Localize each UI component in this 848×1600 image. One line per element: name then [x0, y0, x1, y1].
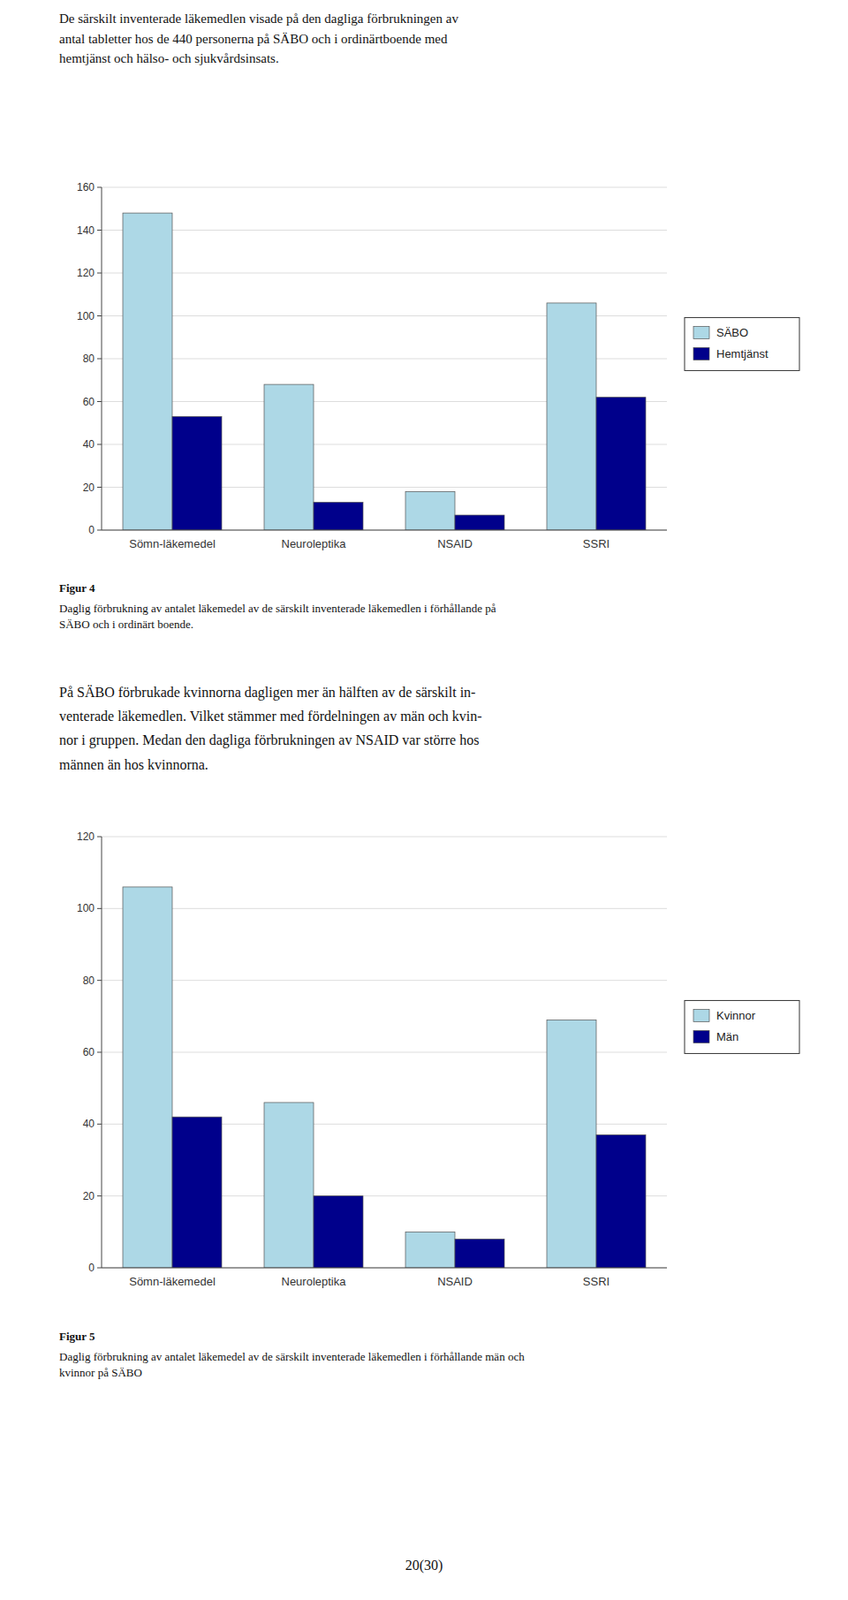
bar	[172, 416, 222, 530]
bar	[264, 1102, 314, 1268]
legend-label: Män	[716, 1029, 739, 1044]
grid-line	[101, 908, 667, 909]
figure-caption-title: Figur 5	[59, 1329, 823, 1345]
bars	[122, 886, 646, 1268]
grid-line	[101, 272, 667, 274]
tick-label: 20	[83, 1189, 96, 1203]
paragraph: Daglig förbrukning av antalet läkemedel …	[59, 1348, 823, 1381]
bar	[313, 501, 364, 530]
tick-label: 40	[83, 438, 96, 451]
grid-line	[101, 187, 667, 189]
bar-chart: 0 20 40 60 80 100 120 140 160 Sömn-läkemedel Neuro…	[59, 176, 823, 566]
tick-label: 120	[76, 830, 95, 843]
bar	[122, 886, 173, 1268]
legend-label: Hemtjänst	[716, 347, 769, 361]
tick-mark	[97, 272, 102, 274]
tick-label: 120	[76, 266, 95, 280]
legend-swatch	[693, 1008, 710, 1022]
category-label: SSRI	[583, 1274, 610, 1288]
category-label: Sömn-läkemedel	[128, 1274, 216, 1288]
tick-mark	[97, 187, 102, 189]
tick-label: 20	[83, 481, 96, 494]
bar	[172, 1116, 222, 1268]
tick-label: 0	[88, 523, 95, 537]
legend-swatch	[693, 325, 710, 339]
paragraph: Daglig förbrukning av antalet läkemedel …	[59, 600, 823, 633]
tick-mark	[97, 1195, 102, 1197]
grid-line	[101, 530, 667, 531]
tick-label: 100	[76, 310, 95, 323]
tick-label: 60	[83, 1045, 96, 1059]
tick-mark	[97, 401, 102, 402]
category-label: Neuroleptika	[281, 537, 348, 551]
tick-label: 40	[83, 1117, 96, 1130]
tick-mark	[97, 444, 102, 446]
bar	[405, 491, 455, 530]
category-label: NSAID	[437, 1274, 473, 1288]
tick-mark	[97, 530, 102, 531]
tick-label: 100	[76, 901, 95, 915]
tick-label: 80	[83, 974, 96, 987]
x-axis: Sömn-läkemedel Neuroleptika NSAID SSRI	[128, 1274, 610, 1288]
bar	[596, 1135, 646, 1268]
tick-mark	[97, 486, 102, 488]
category-label: Neuroleptika	[281, 1274, 348, 1288]
bars	[122, 212, 646, 530]
x-axis-line	[101, 530, 667, 531]
category-label: NSAID	[437, 537, 473, 551]
bar	[405, 1231, 455, 1268]
y-axis-line	[101, 187, 103, 530]
paragraph: De särskilt inventerade läkemedlen visad…	[59, 8, 823, 69]
legend: Kvinnor Män	[684, 999, 800, 1053]
legend-swatch	[693, 1029, 710, 1043]
bar	[454, 1238, 505, 1268]
tick-label: 160	[76, 181, 95, 194]
tick-label: 80	[83, 352, 96, 365]
y-axis: 0 20 40 60 80 100 120 140 160	[76, 181, 667, 537]
bar-chart: 0 20 40 60 80 100 120 Sömn-läkemedel Neuroleptik…	[59, 825, 823, 1303]
legend-label: Kvinnor	[716, 1008, 757, 1023]
category-label: Sömn-läkemedel	[128, 537, 216, 551]
x-axis-line	[101, 1267, 667, 1269]
legend-frame	[684, 317, 800, 371]
bar	[122, 212, 173, 530]
legend-swatch	[693, 347, 710, 360]
bar	[264, 384, 314, 530]
y-axis-line	[101, 836, 103, 1268]
grid-line	[101, 836, 667, 838]
tick-mark	[97, 229, 102, 231]
tick-mark	[97, 1267, 102, 1269]
x-axis: Sömn-läkemedel Neuroleptika NSAID SSRI	[128, 537, 610, 551]
grid-line	[101, 229, 667, 231]
figure-caption-title: Figur 4	[59, 581, 823, 597]
page-number: 20(30)	[0, 1556, 848, 1574]
tick-mark	[97, 315, 102, 317]
tick-label: 140	[76, 224, 95, 237]
bar	[454, 514, 505, 530]
tick-mark	[97, 1123, 102, 1125]
tick-mark	[97, 836, 102, 838]
tick-mark	[97, 358, 102, 360]
legend: SÄBO Hemtjänst	[684, 317, 800, 371]
legend-label: SÄBO	[716, 325, 749, 340]
bar	[313, 1196, 364, 1268]
bar	[546, 302, 597, 530]
tick-label: 60	[83, 395, 96, 409]
legend-frame	[684, 999, 800, 1053]
bar	[546, 1019, 597, 1268]
tick-label: 0	[88, 1261, 95, 1274]
tick-mark	[97, 1052, 102, 1053]
tick-mark	[97, 908, 102, 909]
bar	[596, 397, 646, 530]
grid-line	[101, 979, 667, 981]
paragraph: På SÄBO förbrukade kvinnorna dagligen me…	[59, 680, 823, 777]
category-label: SSRI	[583, 537, 610, 551]
y-axis: 0 20 40 60 80 100 120	[76, 830, 667, 1274]
tick-mark	[97, 979, 102, 981]
grid-line	[101, 1267, 667, 1269]
